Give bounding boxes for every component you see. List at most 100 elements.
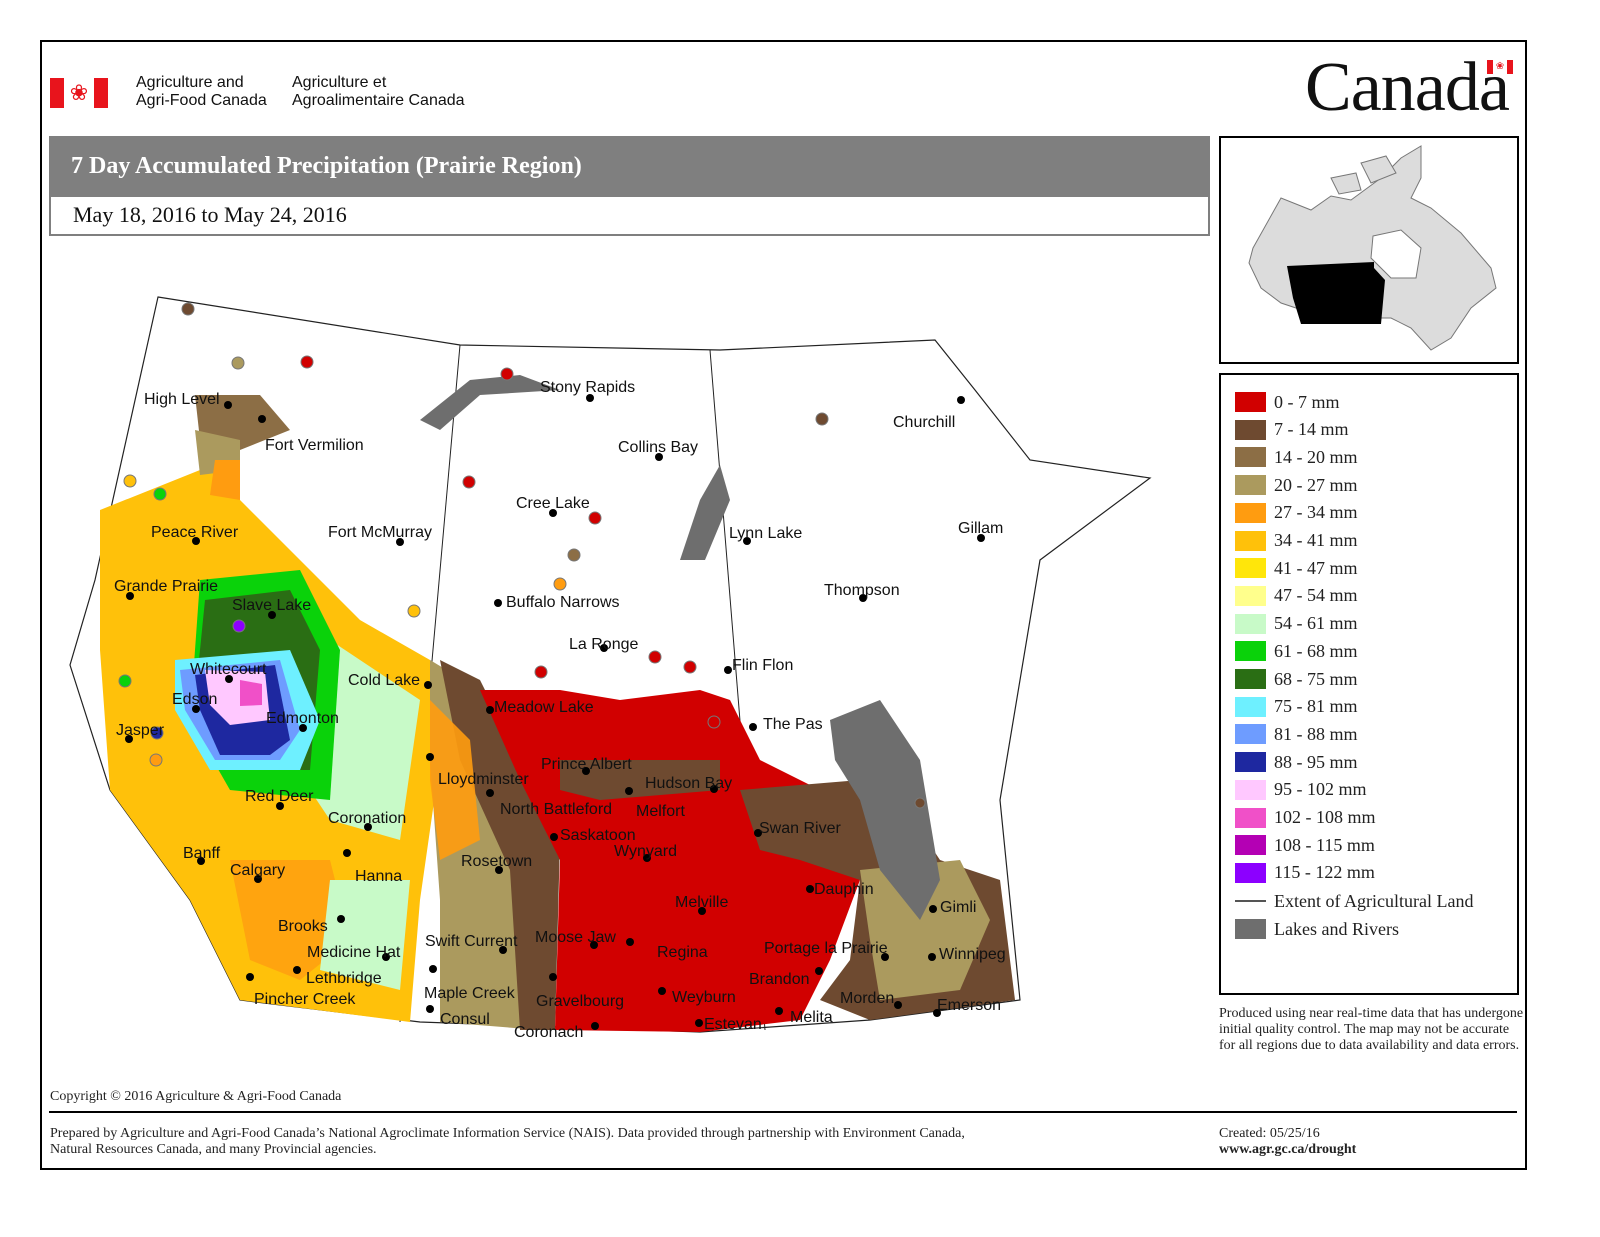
city-dot-icon [495,866,503,874]
city-label: Estevan [704,1016,762,1033]
page-frame [40,40,1527,1170]
city-label: The Pas [763,716,823,733]
legend-label: 7 - 14 mm [1274,419,1349,440]
city-marker: The Pas [749,716,823,733]
city-marker: Emerson [933,997,1001,1017]
city-marker: Brooks [278,915,345,935]
legend-swatch [1235,419,1266,440]
legend-item: 34 - 41 mm [1235,530,1358,552]
city-marker: Morden [840,990,902,1009]
city-marker: Fort Vermilion [258,415,364,454]
city-dot-icon [724,666,732,674]
legend-swatch [1235,696,1266,717]
city-label: Gimli [940,899,976,916]
date-range: May 18, 2016 to May 24, 2016 [49,197,1210,236]
city-marker: Meadow Lake [486,699,594,716]
city-label: Gravelbourg [536,993,624,1010]
city-label: Swan River [759,820,841,837]
city-label: Whitecourt [190,661,267,678]
city-label: Saskatoon [560,827,636,844]
city-dot-icon [698,907,706,915]
city-label: Red Deer [245,788,314,805]
city-dot-icon [382,953,390,961]
city-markers: High Level Fort Vermilion Peace River Fort … [114,379,1006,1041]
legend: 0 - 7 mm 7 - 14 mm 14 - 20 mm 20 - 27 mm 27 … [1219,373,1519,995]
city-marker: Portage la Prairie [764,940,889,961]
city-dot-icon [225,675,233,683]
city-label: Moose Jaw [535,929,616,946]
city-dot-icon [276,802,284,810]
city-dot-icon [486,789,494,797]
legend-swatch [1235,641,1266,662]
drought-url[interactable]: www.agr.gc.ca/drought [1219,1142,1357,1157]
city-dot-icon [426,753,434,761]
city-dot-icon [197,857,205,865]
agency-name-en: Agriculture and Agri-Food Canada [136,74,267,110]
agency-en-line2: Agri-Food Canada [136,92,267,109]
city-marker: Hudson Bay [645,775,732,793]
agency-fr-line1: Agriculture et [292,74,387,91]
city-marker: Cold Lake [348,672,432,689]
canada-outline-icon [1248,145,1497,351]
city-dot-icon [499,946,507,954]
city-marker: High Level [144,391,232,409]
map-title: 7 Day Accumulated Precipitation (Prairie… [49,136,1210,197]
city-marker: Saskatoon [550,827,636,844]
city-dot-icon [600,644,608,652]
city-label: Churchill [893,414,955,431]
city-dot-icon [424,681,432,689]
city-label: Lynn Lake [729,525,802,542]
city-dot-icon [299,724,307,732]
city-dot-icon [643,854,651,862]
city-label: Melville [675,894,728,911]
legend-label: 14 - 20 mm [1274,446,1358,467]
city-marker: Prince Albert [541,756,632,775]
city-label: Fort McMurray [328,524,432,541]
legend-item: 41 - 47 mm [1235,557,1358,579]
canada-inset-map [1219,136,1519,364]
city-dot-icon [957,396,965,404]
city-label: Brooks [278,918,328,935]
city-dot-icon [125,735,133,743]
legend-item: 54 - 61 mm [1235,613,1358,635]
legend-item: 102 - 108 mm [1235,807,1376,829]
city-label: Coronation [328,810,406,827]
city-label: Meadow Lake [494,699,594,716]
city-marker: Fort McMurray [328,524,432,546]
city-label: Hudson Bay [645,775,732,792]
legend-item: 115 - 122 mm [1235,862,1375,884]
city-marker: Coronation [328,810,406,831]
wordmark-flag-icon: ❀ [1487,60,1513,74]
city-marker: Flin Flon [724,657,793,674]
legend-lakes: Lakes and Rivers [1235,918,1399,940]
city-dot-icon [695,1019,703,1027]
city-dot-icon [928,953,936,961]
legend-label: 47 - 54 mm [1274,585,1358,606]
city-dot-icon [246,973,254,981]
created-info: Created: 05/25/16 www.agr.gc.ca/drought [1219,1126,1356,1158]
legend-label: 81 - 88 mm [1274,723,1358,744]
city-dot-icon [343,849,351,857]
city-dot-icon [192,705,200,713]
city-label: Cold Lake [348,672,420,689]
city-marker: Melfort [625,787,685,820]
created-date: Created: 05/25/16 [1219,1126,1320,1141]
legend-swatch [1235,807,1266,828]
city-dot-icon [743,537,751,545]
agency-name-fr: Agriculture et Agroalimentaire Canada [292,74,465,110]
city-dot-icon [486,706,494,714]
city-marker: Consul [426,1005,490,1028]
legend-swatch [1235,447,1266,468]
city-dot-icon [268,611,276,619]
city-label: Cree Lake [516,495,590,512]
city-dot-icon [881,953,889,961]
city-label: Jasper [116,722,165,739]
city-marker: Estevan [695,1016,762,1033]
city-label: Thompson [824,582,900,599]
city-label: Medicine Hat [307,944,401,961]
legend-swatch [1235,752,1266,773]
city-marker: Medicine Hat [307,944,401,961]
city-label: La Ronge [569,636,638,653]
city-marker: Gimli [929,899,976,916]
legend-swatch [1235,669,1266,689]
